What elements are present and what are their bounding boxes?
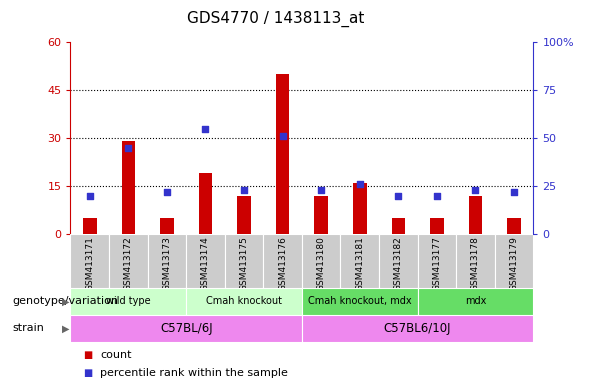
Text: GSM413179: GSM413179 xyxy=(509,237,519,291)
Point xyxy=(278,133,287,139)
Bar xyxy=(417,288,533,315)
Text: GSM413176: GSM413176 xyxy=(278,237,287,291)
Bar xyxy=(237,196,251,234)
Bar xyxy=(109,234,148,288)
Bar xyxy=(430,218,444,234)
Point xyxy=(355,181,365,187)
Point xyxy=(509,189,519,195)
Point xyxy=(200,126,210,132)
Point xyxy=(239,187,249,193)
Text: GSM413171: GSM413171 xyxy=(85,237,94,291)
Bar xyxy=(121,141,135,234)
Text: GSM413182: GSM413182 xyxy=(394,237,403,291)
Text: GSM413177: GSM413177 xyxy=(432,237,441,291)
Bar xyxy=(264,234,302,288)
Text: GDS4770 / 1438113_at: GDS4770 / 1438113_at xyxy=(187,11,365,27)
Text: GSM413178: GSM413178 xyxy=(471,237,480,291)
Point xyxy=(471,187,481,193)
Text: GSM413180: GSM413180 xyxy=(317,237,326,291)
Bar xyxy=(83,218,96,234)
Bar xyxy=(469,196,482,234)
Point xyxy=(432,193,442,199)
Bar xyxy=(495,234,533,288)
Point xyxy=(316,187,326,193)
Point xyxy=(85,193,94,199)
Bar xyxy=(186,234,225,288)
Bar xyxy=(199,174,212,234)
Text: GSM413181: GSM413181 xyxy=(356,237,364,291)
Bar xyxy=(160,218,173,234)
Text: ▶: ▶ xyxy=(62,296,69,306)
Text: wild type: wild type xyxy=(106,296,151,306)
Text: mdx: mdx xyxy=(465,296,486,306)
Text: ■: ■ xyxy=(83,368,92,378)
Bar xyxy=(70,234,109,288)
Text: percentile rank within the sample: percentile rank within the sample xyxy=(100,368,287,378)
Bar xyxy=(353,183,367,234)
Text: GSM413173: GSM413173 xyxy=(162,237,172,291)
Bar xyxy=(379,234,417,288)
Bar xyxy=(340,234,379,288)
Bar xyxy=(508,218,521,234)
Point xyxy=(123,145,133,151)
Bar xyxy=(456,234,495,288)
Bar xyxy=(186,288,302,315)
Bar xyxy=(276,74,289,234)
Text: count: count xyxy=(100,350,131,360)
Bar xyxy=(148,234,186,288)
Text: strain: strain xyxy=(12,323,44,333)
Bar xyxy=(392,218,405,234)
Bar xyxy=(314,196,328,234)
Text: Cmah knockout: Cmah knockout xyxy=(206,296,282,306)
Text: C57BL/6J: C57BL/6J xyxy=(160,322,213,335)
Point xyxy=(162,189,172,195)
Text: ▶: ▶ xyxy=(62,323,69,333)
Bar xyxy=(225,234,264,288)
Bar xyxy=(417,234,456,288)
Bar xyxy=(302,288,417,315)
Text: GSM413175: GSM413175 xyxy=(240,237,248,291)
Text: C57BL6/10J: C57BL6/10J xyxy=(384,322,451,335)
Text: GSM413174: GSM413174 xyxy=(201,237,210,291)
Bar xyxy=(302,234,340,288)
Point xyxy=(394,193,403,199)
Bar xyxy=(70,315,302,342)
Bar xyxy=(70,288,186,315)
Text: genotype/variation: genotype/variation xyxy=(12,296,118,306)
Bar xyxy=(302,315,533,342)
Text: GSM413172: GSM413172 xyxy=(124,237,133,291)
Text: ■: ■ xyxy=(83,350,92,360)
Text: Cmah knockout, mdx: Cmah knockout, mdx xyxy=(308,296,411,306)
